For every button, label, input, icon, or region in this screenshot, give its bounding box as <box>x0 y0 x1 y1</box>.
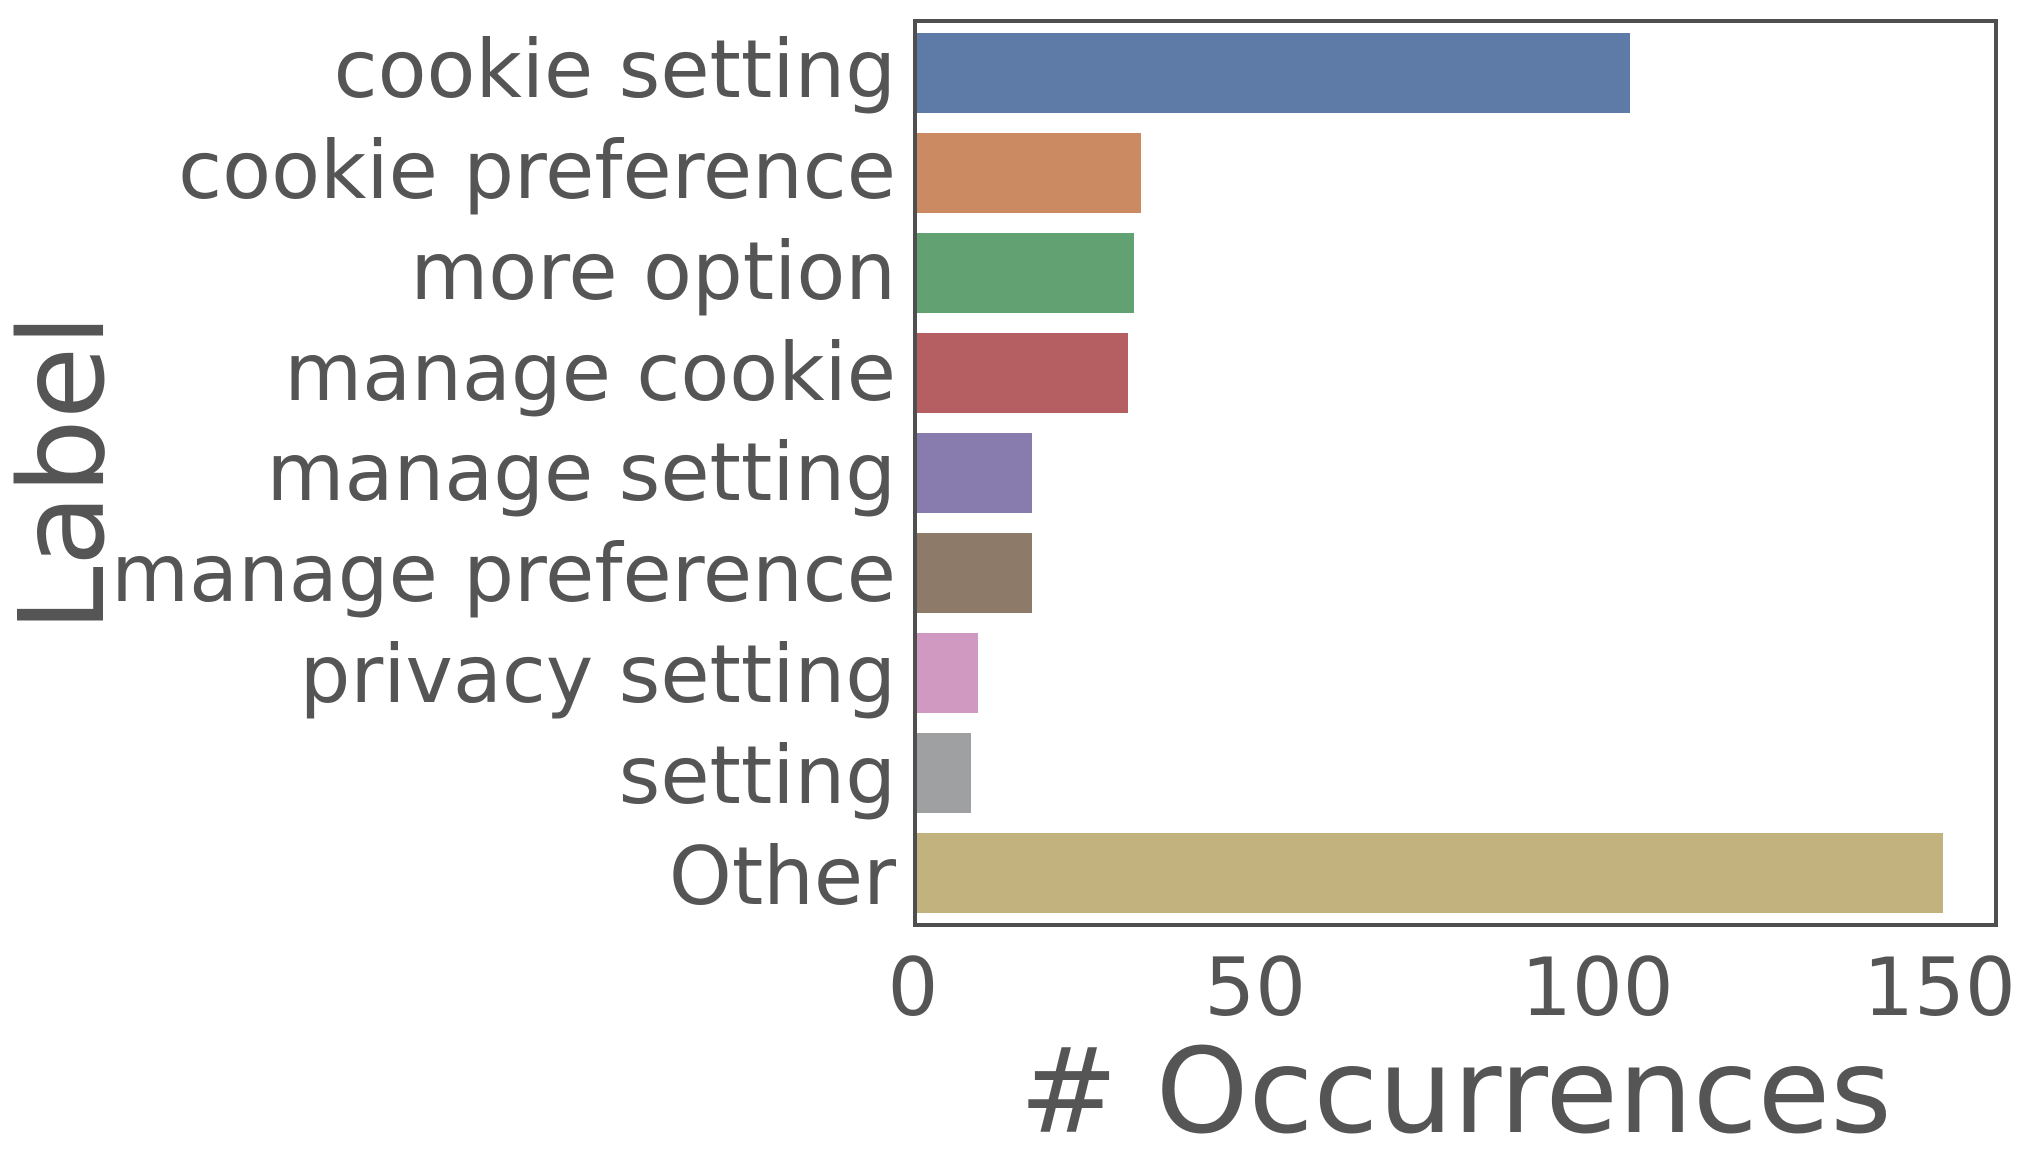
y-tick-label-other: Other <box>668 830 896 924</box>
y-tick-label-manage-cookie: manage cookie <box>284 325 896 419</box>
y-tick-label-more-option: more option <box>410 224 896 318</box>
bar-manage-preference <box>917 533 1033 613</box>
x-tick-label-50: 50 <box>1204 941 1307 1034</box>
bar-setting <box>917 733 972 813</box>
bar-more-option <box>917 233 1135 313</box>
bar-other <box>917 833 1943 913</box>
bar-manage-setting <box>917 433 1033 513</box>
bar-manage-cookie <box>917 332 1128 413</box>
y-tick-label-manage-preference: manage preference <box>111 527 896 621</box>
y-tick-label-cookie-setting: cookie setting <box>333 22 896 116</box>
y-tick-label-cookie-preference: cookie preference <box>178 123 896 217</box>
bar-cookie-preference <box>917 133 1142 213</box>
plot-area <box>913 19 1998 927</box>
bar-privacy-setting <box>917 633 979 713</box>
bar-cookie-setting <box>917 32 1631 113</box>
x-tick-label-150: 150 <box>1863 941 2016 1034</box>
y-tick-label-setting: setting <box>618 729 896 823</box>
y-tick-label-manage-setting: manage setting <box>266 426 896 520</box>
x-tick-label-100: 100 <box>1520 941 1674 1034</box>
x-axis-title: # Occurrences <box>1019 1022 1892 1160</box>
y-tick-label-privacy-setting: privacy setting <box>299 628 896 722</box>
x-tick-label-0: 0 <box>887 941 939 1034</box>
